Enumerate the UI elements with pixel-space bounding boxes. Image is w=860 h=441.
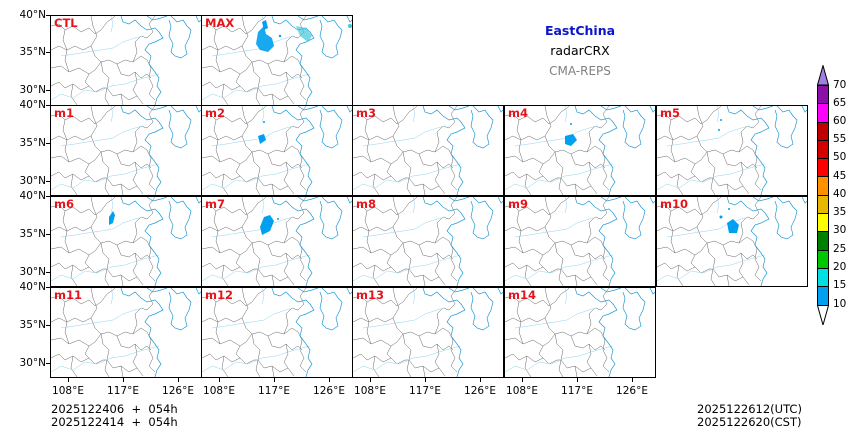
colorbar-seg-35-40 (817, 195, 829, 215)
valid-time-cst: 2025122620(CST) (697, 415, 802, 429)
title-model: CMA-REPS (549, 64, 611, 78)
panel-label: m2 (205, 106, 225, 120)
colorbar-seg-65-70 (817, 85, 829, 105)
panel-label: m9 (508, 197, 528, 211)
colorbar-seg-30-35 (817, 214, 829, 233)
map-panel-m5: m5 (656, 105, 808, 196)
colorbar-seg-15-20 (817, 268, 829, 288)
map-panel-m4: m4 (504, 105, 656, 196)
panel-label: m11 (54, 288, 82, 302)
map-panel-m2: m2 (201, 105, 353, 196)
map-panel-m10: m10 (656, 196, 808, 287)
panel-label: m12 (205, 288, 233, 302)
panel-label: m3 (356, 106, 376, 120)
map-panel-m3: m3 (352, 105, 504, 196)
panel-label: m6 (54, 197, 74, 211)
map-panel-ctl: CTL (50, 15, 202, 106)
map-panel-max: MAX (201, 15, 353, 106)
panel-label: m10 (660, 197, 688, 211)
map-panel-m1: m1 (50, 105, 202, 196)
panel-label: m13 (356, 288, 384, 302)
colorbar-extend-max (817, 65, 829, 85)
colorbar-seg-40-45 (817, 177, 829, 196)
map-panel-m12: m12 (201, 287, 353, 378)
map-panel-m13: m13 (352, 287, 504, 378)
init-time-2: 2025122414 + 054h (51, 415, 178, 429)
title-region: EastChina (544, 23, 616, 38)
colorbar-seg-45-50 (817, 159, 829, 178)
title-variable: radarCRX (550, 43, 610, 58)
panel-label: m14 (508, 288, 536, 302)
colorbar-extend-min (817, 304, 829, 325)
colorbar-seg-10-15 (817, 287, 829, 306)
map-panel-m9: m9 (504, 196, 656, 287)
panel-label: m1 (54, 106, 74, 120)
map-panel-m14: m14 (504, 287, 656, 378)
valid-time-utc: 2025122612(UTC) (697, 402, 802, 416)
colorbar-seg-20-25 (817, 250, 829, 269)
panel-label: m7 (205, 197, 225, 211)
colorbar-seg-25-30 (817, 232, 829, 251)
colorbar-seg-60-65 (817, 104, 829, 123)
map-panel-m7: m7 (201, 196, 353, 287)
panel-label: MAX (205, 16, 235, 30)
panel-label: m5 (660, 106, 680, 120)
colorbar-seg-55-60 (817, 122, 829, 141)
init-time-1: 2025122406 + 054h (51, 402, 178, 416)
panel-label: m8 (356, 197, 376, 211)
map-panel-m11: m11 (50, 287, 202, 378)
map-panel-m8: m8 (352, 196, 504, 287)
echo-area (256, 20, 352, 52)
colorbar (817, 65, 829, 325)
map-max (202, 16, 352, 105)
panel-label: m4 (508, 106, 528, 120)
panel-label: CTL (54, 16, 78, 30)
map-panel-m6: m6 (50, 196, 202, 287)
colorbar-seg-50-55 (817, 140, 829, 160)
